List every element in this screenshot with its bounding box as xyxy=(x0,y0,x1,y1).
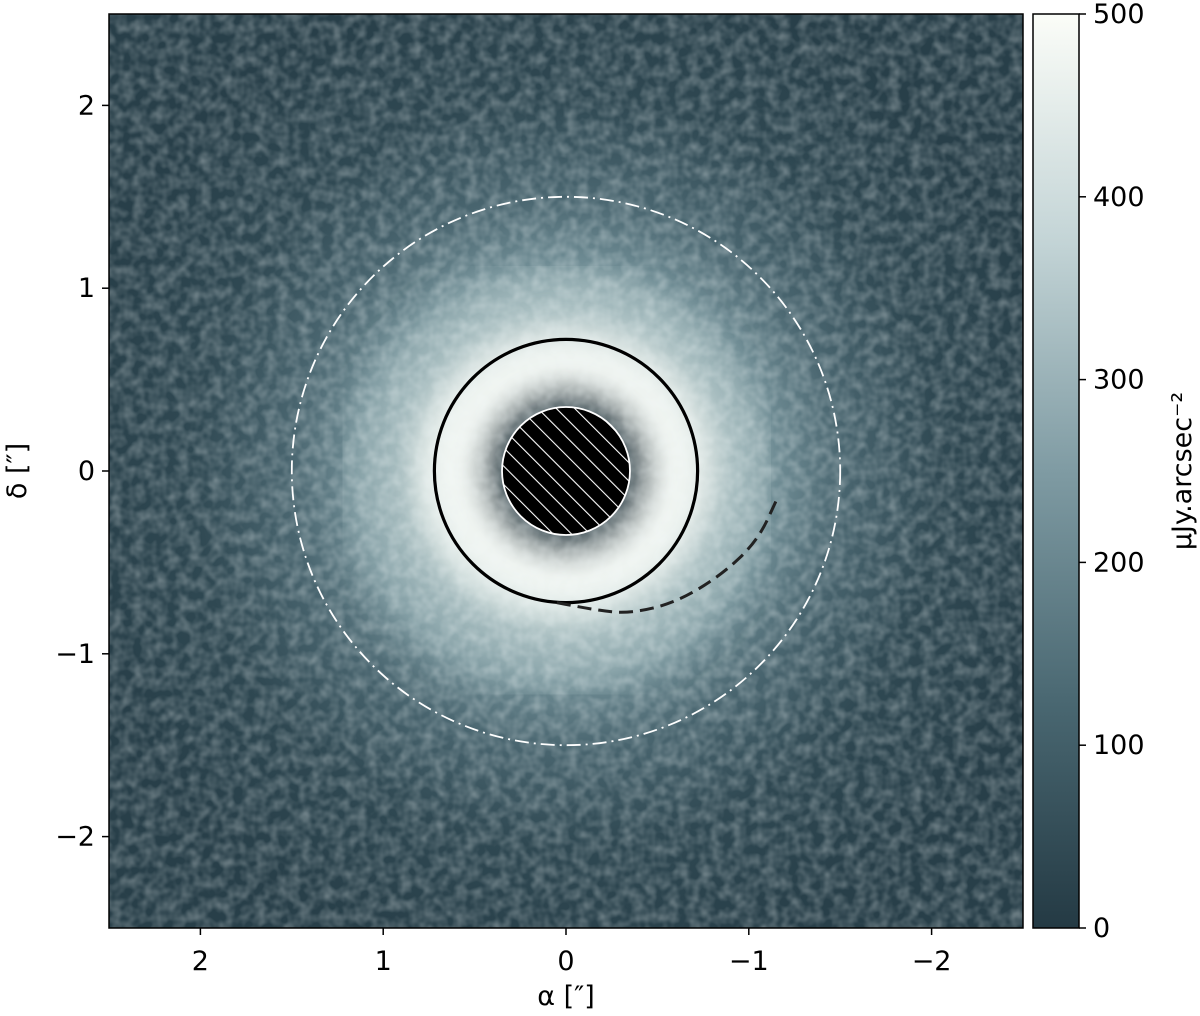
hatched-mask xyxy=(501,406,631,536)
colorbar-tick-label: 400 xyxy=(1093,182,1145,213)
y-axis: 2 1 0 −1 −2 xyxy=(55,90,109,853)
colorbar-tick-label: 200 xyxy=(1093,547,1145,578)
x-tick-label: 2 xyxy=(192,946,209,977)
x-tick-label: −2 xyxy=(912,946,952,977)
y-tick-label: −2 xyxy=(55,822,95,853)
y-tick-label: 1 xyxy=(78,273,95,304)
colorbar-tick-label: 300 xyxy=(1093,365,1145,396)
dash-dot-ring xyxy=(290,195,842,747)
y-axis-label: δ [″] xyxy=(2,443,33,499)
spiral-arm xyxy=(556,495,780,614)
y-tick-label: 0 xyxy=(78,456,95,487)
colorbar-tick-label: 500 xyxy=(1093,0,1145,30)
colorbar-axis: 0 100 200 300 400 500 xyxy=(1079,0,1145,944)
x-tick-label: 1 xyxy=(375,946,392,977)
colorbar-tick-label: 100 xyxy=(1093,730,1145,761)
x-axis: 2 1 0 −1 −2 xyxy=(192,928,952,977)
x-axis-label: α [″] xyxy=(537,981,595,1012)
colorbar-label: μJy.arcsec⁻² xyxy=(1167,392,1198,550)
solid-ring xyxy=(432,337,700,605)
y-tick-label: 2 xyxy=(78,90,95,121)
x-tick-label: 0 xyxy=(557,946,574,977)
overlay-layer xyxy=(290,195,842,747)
x-tick-label: −1 xyxy=(729,946,769,977)
colorbar xyxy=(1032,13,1080,929)
image-panel xyxy=(109,14,1023,928)
colorbar-tick-label: 0 xyxy=(1093,913,1110,944)
y-tick-label: −1 xyxy=(55,639,95,670)
